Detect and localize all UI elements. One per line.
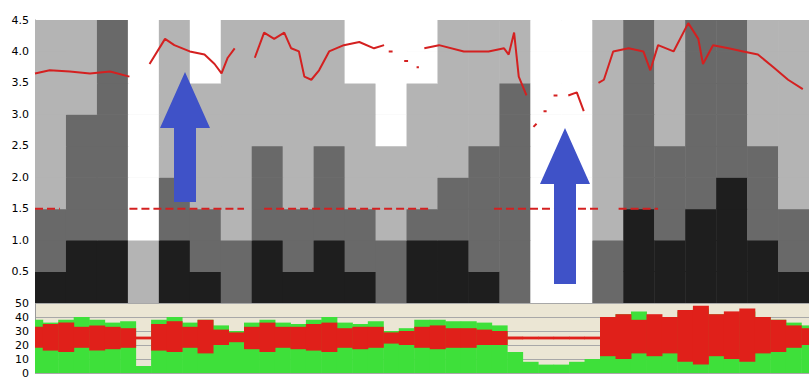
svg-text:4.0: 4.0 <box>12 45 30 58</box>
svg-text:40: 40 <box>15 311 29 324</box>
svg-text:3.5: 3.5 <box>12 76 30 89</box>
svg-text:2.5: 2.5 <box>12 139 30 152</box>
svg-text:0.5: 0.5 <box>12 265 30 278</box>
svg-text:10: 10 <box>15 353 29 366</box>
svg-text:1.5: 1.5 <box>12 202 30 215</box>
svg-text:30: 30 <box>15 325 29 338</box>
svg-text:0: 0 <box>22 367 29 380</box>
svg-text:4.5: 4.5 <box>12 14 30 27</box>
svg-text:1.0: 1.0 <box>12 234 30 247</box>
svg-text:20: 20 <box>15 339 29 352</box>
svg-text:50: 50 <box>15 297 29 310</box>
svg-text:2.0: 2.0 <box>12 171 30 184</box>
svg-text:3.0: 3.0 <box>12 108 30 121</box>
